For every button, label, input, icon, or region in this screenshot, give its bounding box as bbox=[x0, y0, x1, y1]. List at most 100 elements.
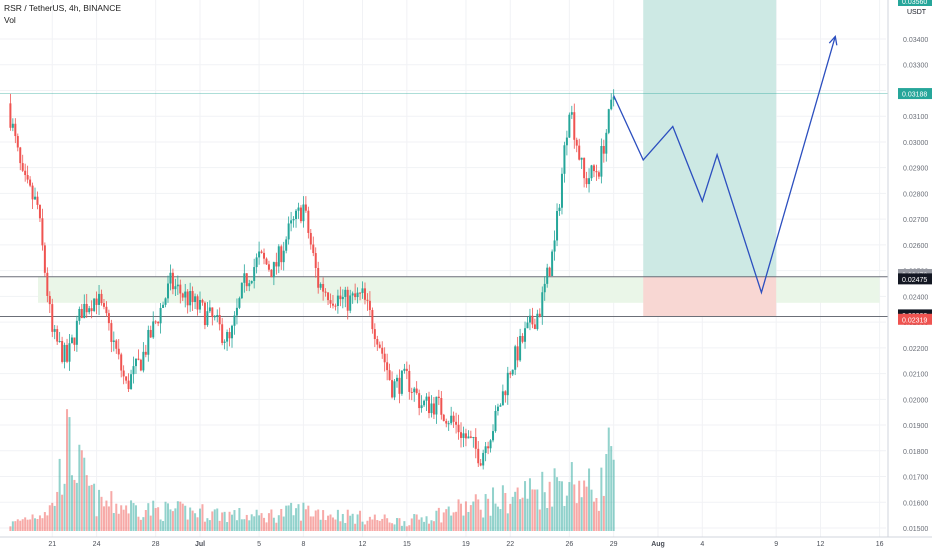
candle-body bbox=[240, 282, 243, 299]
candle-body bbox=[85, 303, 88, 313]
candle-body bbox=[147, 329, 150, 355]
volume-bar bbox=[556, 477, 559, 531]
candle-body bbox=[432, 403, 435, 415]
candle-body bbox=[184, 291, 187, 298]
volume-bar bbox=[378, 520, 381, 531]
volume-bar bbox=[68, 417, 71, 531]
symbol-title: RSR / TetherUS, 4h, BINANCE bbox=[4, 3, 121, 13]
candle-body bbox=[324, 291, 327, 293]
volume-bar bbox=[464, 501, 467, 531]
volume-bar bbox=[452, 512, 455, 531]
volume-bar bbox=[393, 524, 396, 531]
candle-body bbox=[223, 341, 226, 343]
candle-body bbox=[38, 204, 41, 219]
volume-bar bbox=[218, 520, 221, 531]
candle-body bbox=[410, 391, 413, 393]
candle-body bbox=[142, 351, 145, 371]
candle-body bbox=[349, 295, 352, 311]
volume-bar bbox=[610, 446, 613, 531]
candle-body bbox=[265, 258, 268, 265]
y-tick-label: 0.01500 bbox=[903, 526, 928, 533]
candle-body bbox=[331, 303, 334, 306]
volume-bar bbox=[334, 519, 337, 531]
volume-bar bbox=[573, 484, 576, 531]
volume-bar bbox=[469, 505, 472, 531]
volume-bar bbox=[134, 505, 137, 531]
volume-bar bbox=[583, 480, 586, 531]
candle-body bbox=[127, 380, 130, 390]
candle-body bbox=[199, 299, 201, 310]
volume-bar bbox=[194, 513, 197, 531]
y-tick-label: 0.01700 bbox=[903, 475, 928, 482]
volume-bar bbox=[312, 516, 315, 531]
candle-body bbox=[524, 328, 527, 342]
candles bbox=[9, 89, 615, 470]
volume-bar bbox=[19, 520, 22, 531]
volume-bar bbox=[154, 508, 157, 531]
x-tick-label: 8 bbox=[301, 541, 305, 548]
candle-body bbox=[189, 291, 192, 306]
candle-body bbox=[317, 267, 320, 288]
volume-bar bbox=[563, 505, 566, 531]
candle-body bbox=[445, 420, 448, 424]
candle-body bbox=[403, 368, 406, 371]
candle-body bbox=[157, 321, 160, 324]
volume-bar bbox=[265, 522, 268, 531]
candle-body bbox=[41, 218, 44, 246]
volume-bar bbox=[58, 458, 61, 531]
candle-body bbox=[479, 463, 482, 466]
volume-bar bbox=[186, 519, 189, 531]
candle-body bbox=[125, 376, 128, 381]
candle-body bbox=[440, 398, 443, 415]
volume-bar bbox=[395, 518, 398, 531]
candle-body bbox=[383, 353, 386, 363]
candle-body bbox=[24, 170, 27, 176]
candle-body bbox=[280, 246, 283, 263]
volume-bar bbox=[164, 501, 167, 531]
candle-body bbox=[536, 313, 539, 330]
candle-body bbox=[110, 323, 113, 342]
volume-bar bbox=[95, 516, 98, 531]
volume-bar bbox=[482, 517, 485, 531]
volume-bar bbox=[435, 510, 438, 531]
candle-body bbox=[83, 303, 86, 319]
volume-bar bbox=[329, 514, 332, 531]
candle-body bbox=[363, 288, 366, 300]
volume-bar bbox=[255, 509, 258, 531]
candle-body bbox=[464, 433, 467, 439]
volume-bar bbox=[521, 497, 524, 531]
volume-bar bbox=[90, 484, 93, 531]
volume-bar bbox=[472, 501, 475, 531]
volume-bar bbox=[46, 515, 49, 531]
candle-body bbox=[548, 267, 551, 277]
candle-body bbox=[226, 332, 229, 342]
volume-bar bbox=[322, 510, 325, 531]
candle-body bbox=[14, 123, 17, 137]
candle-body bbox=[528, 315, 531, 323]
candle-body bbox=[430, 403, 433, 414]
candle-body bbox=[228, 332, 231, 339]
candle-body bbox=[442, 414, 445, 421]
candle-body bbox=[437, 396, 440, 399]
volume-bar bbox=[445, 509, 448, 531]
candle-body bbox=[186, 291, 189, 306]
candle-body bbox=[255, 257, 258, 268]
candle-body bbox=[583, 157, 586, 179]
candle-body bbox=[450, 415, 453, 424]
volume-bar bbox=[597, 510, 600, 531]
candle-body bbox=[413, 388, 416, 393]
volume-bar bbox=[78, 444, 81, 531]
volume-bar bbox=[455, 511, 458, 531]
candle-body bbox=[297, 207, 300, 211]
candle-body bbox=[21, 163, 24, 171]
volume-bar bbox=[137, 516, 140, 531]
candle-body bbox=[467, 436, 470, 439]
volume-bar bbox=[420, 517, 423, 531]
candle-body bbox=[420, 405, 423, 409]
x-tick-label: 28 bbox=[152, 541, 160, 548]
candle-body bbox=[334, 305, 337, 307]
candle-body bbox=[61, 341, 64, 362]
candle-body bbox=[484, 446, 487, 453]
